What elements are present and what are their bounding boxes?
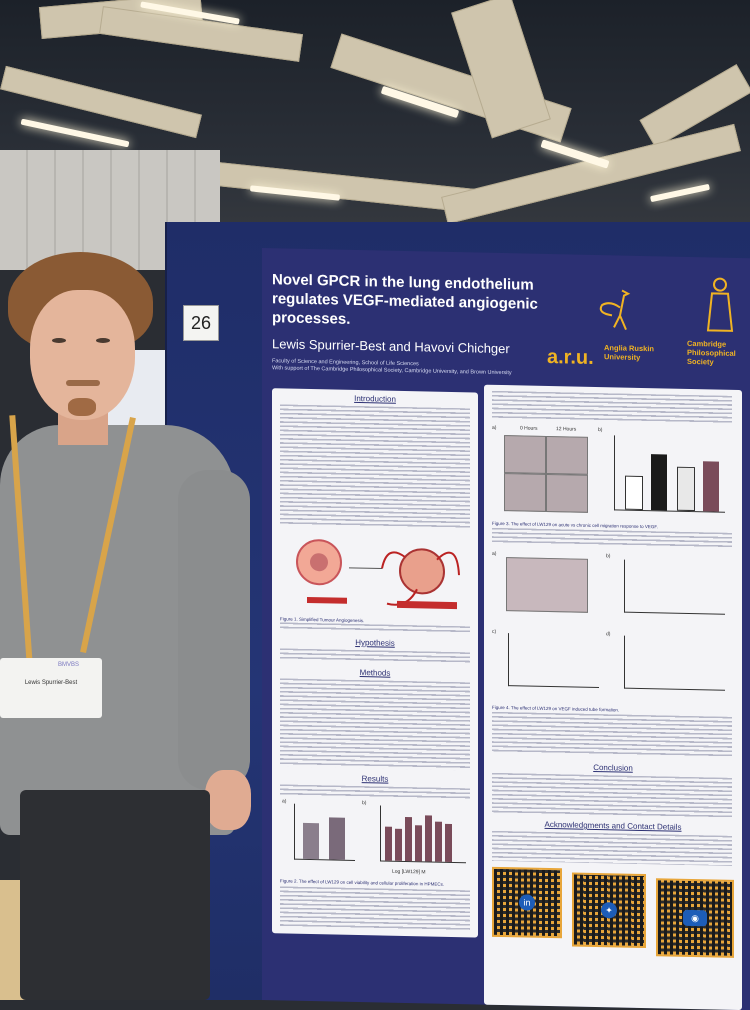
fig3-panel-a-label: a) xyxy=(492,424,497,431)
bar xyxy=(625,475,643,510)
face xyxy=(30,290,135,420)
bar xyxy=(703,461,719,512)
arm xyxy=(178,470,250,790)
qr-code[interactable]: ✦ xyxy=(572,872,646,949)
bar xyxy=(395,828,402,861)
tube-formation-image xyxy=(506,557,588,613)
jeans xyxy=(20,790,210,1000)
panel-a-label: a) xyxy=(282,798,287,805)
hypothesis-text xyxy=(280,648,470,665)
viability-plot xyxy=(294,803,355,861)
bar xyxy=(405,816,412,862)
results-text xyxy=(280,784,470,801)
proliferation-plot xyxy=(380,805,466,864)
introduction-heading: Introduction xyxy=(354,393,396,404)
qr-code[interactable]: ◉ xyxy=(656,878,734,958)
methods-heading: Methods xyxy=(359,668,391,678)
panel-b-label: b) xyxy=(362,800,367,807)
hand xyxy=(205,770,251,830)
badge-name: Lewis Spurrier-Best xyxy=(24,680,78,686)
migration-image xyxy=(504,435,546,474)
migration-image xyxy=(546,473,588,513)
bar xyxy=(651,454,667,511)
bar xyxy=(385,826,392,861)
hours-0-label: 0 Hours xyxy=(520,425,538,432)
bar xyxy=(425,815,432,862)
figure-4-caption-text xyxy=(492,711,732,757)
linkedin-icon: in xyxy=(519,894,535,911)
migration-plot xyxy=(614,435,725,513)
heron-icon xyxy=(599,289,631,330)
scholar-figure-icon xyxy=(706,277,734,332)
poster-affiliation: Faculty of Science and Engineering, Scho… xyxy=(272,358,512,377)
bar xyxy=(329,817,345,860)
branch-points-plot xyxy=(508,633,599,689)
badge-logo: BMVBS xyxy=(58,662,80,668)
hours-12-label: 12 Hours xyxy=(556,426,577,433)
cps-name: Cambridge Philosophical Society xyxy=(687,338,736,367)
methods-text xyxy=(280,678,470,771)
results-continued-text xyxy=(492,390,732,424)
aru-logo: a.r.u. xyxy=(547,345,594,369)
poster-title: Novel GPCR in the lung endothelium regul… xyxy=(272,271,538,328)
left-column: Introduction Figure 1. Simplified Tumour… xyxy=(272,388,478,938)
angiogenesis-figure xyxy=(296,539,460,610)
aru-name: Anglia Ruskin University xyxy=(604,343,655,362)
tube-length-plot xyxy=(624,559,725,615)
fig4-panel-c-label: c) xyxy=(492,628,497,635)
hypothesis-heading: Hypothesis xyxy=(355,637,395,648)
name-badge: BMVBS Lewis Spurrier-Best xyxy=(0,658,102,718)
booth-number: 26 xyxy=(183,305,219,341)
bar xyxy=(303,822,319,860)
bar xyxy=(435,821,442,862)
qr-code[interactable]: in xyxy=(492,866,562,939)
research-poster: Novel GPCR in the lung endothelium regul… xyxy=(262,248,750,1010)
right-column: a) 0 Hours 12 Hours b) Figure 3. The eff… xyxy=(484,384,742,1010)
bar xyxy=(445,823,452,862)
results-heading: Results xyxy=(361,774,389,784)
loops-plot xyxy=(624,635,725,691)
fig4-panel-b-label: b) xyxy=(606,553,611,560)
poster-authors: Lewis Spurrier-Best and Havovi Chichger xyxy=(272,336,510,357)
x-axis-label: Log [LW129] M xyxy=(392,868,426,876)
figure-3-caption-text xyxy=(492,527,732,549)
fig4-panel-a-label: a) xyxy=(492,550,497,557)
conclusion-text xyxy=(492,772,732,818)
introduction-text xyxy=(280,404,470,529)
profile-icon: ◉ xyxy=(683,909,707,927)
fig3-panel-b-label: b) xyxy=(598,427,603,434)
bar xyxy=(415,825,422,862)
migration-image xyxy=(546,435,588,475)
acknowledgments-text xyxy=(492,830,732,866)
butterfly-icon: ✦ xyxy=(601,902,617,919)
figure-2-caption-text xyxy=(280,886,470,931)
bar xyxy=(677,466,695,512)
migration-image xyxy=(504,473,546,512)
fig4-panel-d-label: d) xyxy=(606,631,611,638)
